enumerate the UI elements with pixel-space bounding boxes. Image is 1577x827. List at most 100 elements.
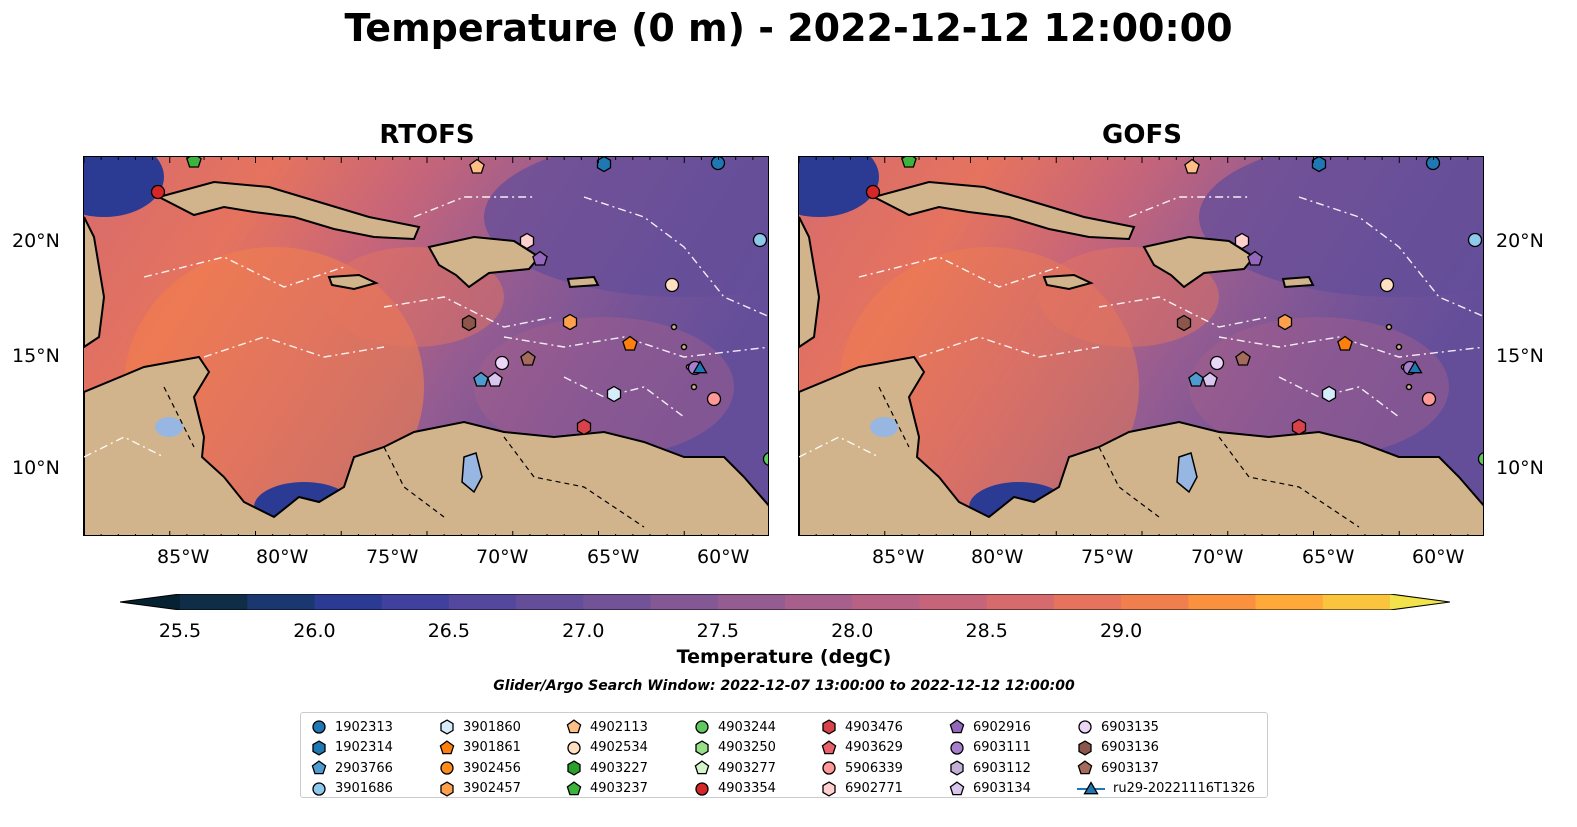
central-south-america-land <box>84 355 768 535</box>
float-marker <box>1467 232 1483 248</box>
eez-boundary <box>1298 196 1483 317</box>
legend-item: 4903237 <box>566 779 648 800</box>
yucatan-land <box>84 216 106 349</box>
jamaica-land <box>327 273 379 291</box>
eez-boundary <box>583 196 768 317</box>
x-tick-label: 65°W <box>587 546 640 568</box>
float-marker <box>473 371 489 387</box>
x-tick-label: 80°W <box>256 546 309 568</box>
hexagon-marker-icon <box>822 781 836 797</box>
circle-marker-icon <box>695 782 709 796</box>
pentagon-marker-icon <box>311 760 327 775</box>
float-marker <box>752 232 768 248</box>
lesser-antilles-island <box>670 323 678 331</box>
circle-marker-icon <box>312 782 326 796</box>
hexagon-marker-icon <box>695 740 709 756</box>
legend-label: 6902771 <box>845 781 903 797</box>
circle-marker-icon <box>440 761 454 775</box>
colorbar-segment <box>448 594 517 610</box>
colorbar <box>120 594 1450 610</box>
float-marker <box>469 158 485 174</box>
legend-item: 6903136 <box>1077 738 1255 759</box>
eez-boundary <box>1098 296 1270 328</box>
x-tick-label: 70°W <box>476 546 529 568</box>
x-tick-label: 65°W <box>1302 546 1355 568</box>
legend-label: 4903629 <box>845 740 903 756</box>
legend-item: 3901686 <box>311 779 393 800</box>
legend-label: 4903227 <box>590 760 648 776</box>
float-marker <box>494 355 510 371</box>
pentagon-marker-icon <box>439 740 455 755</box>
circle-marker-icon <box>950 741 964 755</box>
legend-item: 6903137 <box>1077 758 1255 779</box>
x-tick-label: 80°W <box>971 546 1024 568</box>
colorbar-segment <box>1121 594 1189 610</box>
pentagon-marker-icon <box>566 719 582 734</box>
legend-label: 2903766 <box>335 760 393 776</box>
legend-item: 1902313 <box>311 717 393 738</box>
x-tick-label: 85°W <box>157 546 210 568</box>
colorbar-extend-low <box>120 594 180 610</box>
pentagon-marker-icon <box>566 719 582 734</box>
legend-column: 4902113 4902534 4903227 4903237 <box>566 717 648 799</box>
float-marker <box>865 184 881 200</box>
colorbar-segment <box>1053 594 1122 610</box>
float-marker <box>1188 371 1204 387</box>
float-marker <box>562 313 578 331</box>
legend-item: 3901860 <box>439 717 521 738</box>
lesser-antilles-island <box>680 343 688 351</box>
legend-label: ru29-20221116T1326 <box>1113 781 1256 797</box>
legend-label: 6902916 <box>973 719 1031 735</box>
legend-label: 3902456 <box>463 760 521 776</box>
circle-marker-icon <box>1078 720 1092 734</box>
float-marker <box>519 232 535 250</box>
float-marker <box>1176 314 1192 332</box>
hexagon-marker-icon <box>312 740 326 756</box>
y-tick-label-left: 10°N <box>12 457 60 479</box>
x-tick-label: 85°W <box>872 546 925 568</box>
circle-marker-icon <box>822 761 836 775</box>
legend-label: 5906339 <box>845 760 903 776</box>
map-rtofs[interactable] <box>83 156 769 536</box>
float-marker <box>606 385 622 403</box>
circle-marker-icon <box>312 720 326 734</box>
lesser-antilles-island <box>1395 343 1403 351</box>
colorbar-tick-label: 27.5 <box>696 620 739 642</box>
legend-column: 4903476 4903629 5906339 6902771 <box>821 717 903 799</box>
circle-marker-icon <box>695 782 709 796</box>
float-marker <box>1291 418 1307 436</box>
float-marker <box>1425 157 1441 171</box>
legend-item: 3902456 <box>439 758 521 779</box>
legend-label: 3901686 <box>335 781 393 797</box>
eez-boundary <box>143 256 345 288</box>
legend-label: 3902457 <box>463 781 521 797</box>
cool-region <box>1199 157 1483 297</box>
eez-boundary <box>799 436 880 458</box>
float-marker <box>710 157 726 171</box>
cuba-land <box>156 180 421 241</box>
circle-marker-icon <box>567 741 581 755</box>
y-tick-label-left: 15°N <box>12 345 60 367</box>
float-marker <box>1407 360 1423 374</box>
pentagon-marker-icon <box>566 781 582 796</box>
float-marker <box>1477 452 1483 466</box>
cool-region <box>484 157 768 297</box>
float-marker <box>706 391 722 407</box>
y-tick-label-right: 15°N <box>1496 345 1544 367</box>
pentagon-marker-icon <box>1077 760 1093 775</box>
triangle-marker-icon <box>1083 780 1099 795</box>
legend-item: 4903277 <box>694 758 776 779</box>
eez-boundary <box>84 436 165 458</box>
legend-item: 6903111 <box>949 738 1031 759</box>
colorbar-segment <box>516 594 584 610</box>
circle-marker-icon <box>312 782 326 796</box>
colorbar-extend-high <box>1390 594 1450 610</box>
circle-marker-icon <box>312 720 326 734</box>
pentagon-marker-icon <box>694 760 710 775</box>
legend-label: 1902313 <box>335 719 393 735</box>
float-marker <box>1421 391 1437 407</box>
x-tick-label: 60°W <box>697 546 750 568</box>
hexagon-marker-icon <box>312 740 326 756</box>
legend-column: 3901860 3901861 3902456 3902457 <box>439 717 521 799</box>
map-gofs[interactable] <box>798 156 1484 536</box>
